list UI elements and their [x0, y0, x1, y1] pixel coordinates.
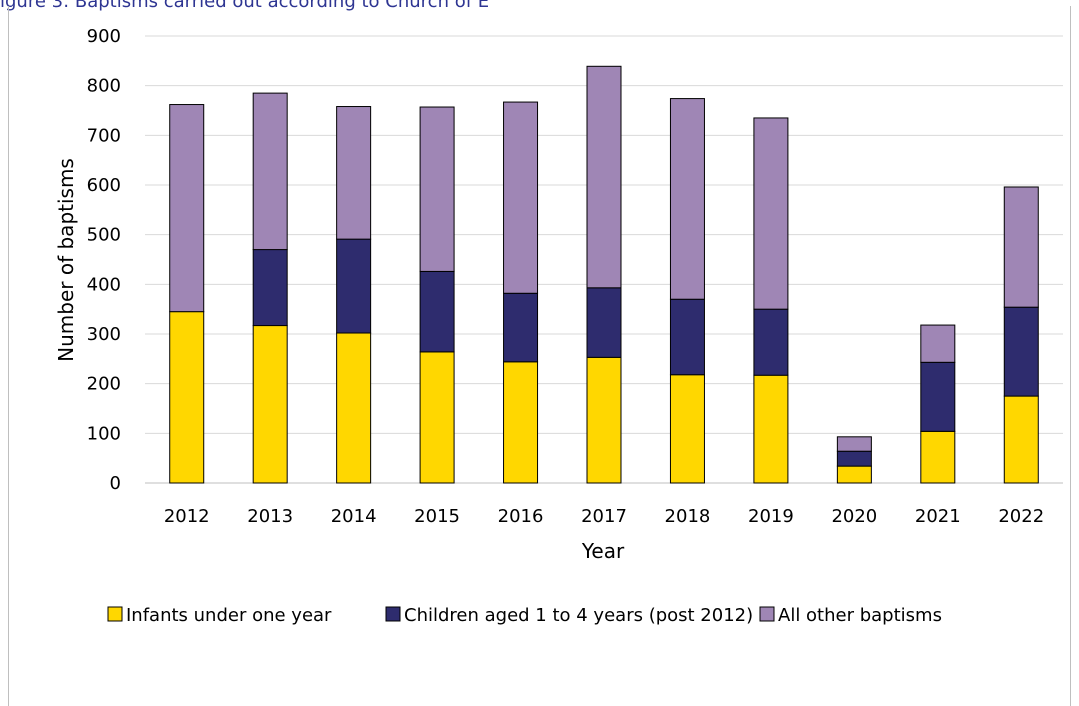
x-axis-title: Year [581, 539, 625, 563]
bar-segment [836, 465, 872, 484]
bar-segment [669, 298, 705, 376]
x-tick-label: 2020 [831, 506, 877, 527]
x-tick-label: 2018 [665, 506, 711, 527]
bar-segment [586, 287, 622, 358]
y-tick-label: 700 [87, 125, 121, 146]
x-tick-label: 2022 [998, 506, 1044, 527]
y-tick-label: 600 [87, 175, 121, 196]
y-tick-label: 800 [87, 76, 121, 97]
y-tick-label: 200 [87, 374, 121, 395]
x-tick-label: 2013 [247, 506, 293, 527]
legend-label: All other baptisms [778, 605, 942, 626]
bar-segment [669, 374, 705, 484]
y-tick-labels: 0 100 200 300 400 500 600 700 800 900 [87, 26, 121, 494]
legend-swatch [107, 606, 123, 622]
bar-segment [169, 311, 205, 484]
bar-segment [920, 430, 956, 484]
y-axis-title: Number of baptisms [54, 158, 78, 362]
bar-segment [503, 292, 539, 363]
bar-segment [920, 324, 956, 363]
x-tick-label: 2014 [331, 506, 377, 527]
chart-title: igure 3: Baptisms carried out according … [0, 0, 490, 11]
legend-label: Infants under one year [126, 605, 332, 626]
y-tick-label: 300 [87, 324, 121, 345]
bar-segment [586, 356, 622, 484]
legend: Infants under one year Children aged 1 to… [107, 605, 942, 626]
bar-segment [1003, 306, 1039, 397]
bar-segment [419, 270, 455, 353]
chart-frame [8, 6, 1071, 706]
bar-segment [419, 106, 455, 272]
bar-segment [920, 361, 956, 432]
bar-segment [836, 450, 872, 467]
bar-segment [336, 332, 372, 484]
bar-segment [336, 106, 372, 240]
bar-segment [252, 325, 288, 484]
bar-segment [1003, 186, 1039, 308]
x-tick-label: 2021 [915, 506, 961, 527]
legend-label: Children aged 1 to 4 years (post 2012) [404, 605, 753, 626]
bar-segment [252, 92, 288, 251]
y-tick-label: 400 [87, 274, 121, 295]
x-tick-label: 2017 [581, 506, 627, 527]
bar-segment [252, 249, 288, 327]
bar-segment [419, 351, 455, 484]
bar-segment [753, 117, 789, 310]
bar-segment [503, 101, 539, 294]
bar-segment [336, 238, 372, 334]
bar-segment [836, 436, 872, 452]
bar-segment [753, 308, 789, 376]
x-tick-label: 2019 [748, 506, 794, 527]
bar-segment [169, 104, 205, 313]
y-tick-label: 100 [87, 423, 121, 444]
x-tick-label: 2012 [164, 506, 210, 527]
bar-segment [753, 374, 789, 484]
x-tick-labels: 2012 2013 2014 2015 2016 2017 2018 2019 2020 2021… [164, 506, 1044, 527]
y-tick-label: 900 [87, 26, 121, 47]
y-tick-label: 500 [87, 225, 121, 246]
bar-segment [1003, 395, 1039, 484]
bar-segment [586, 65, 622, 289]
legend-swatch [759, 606, 775, 622]
legend-swatch [385, 606, 401, 622]
y-tick-label: 0 [110, 473, 121, 494]
x-tick-label: 2015 [414, 506, 460, 527]
bar-segment [503, 361, 539, 484]
bars [169, 65, 1039, 484]
bar-segment [669, 98, 705, 300]
x-tick-label: 2016 [498, 506, 544, 527]
